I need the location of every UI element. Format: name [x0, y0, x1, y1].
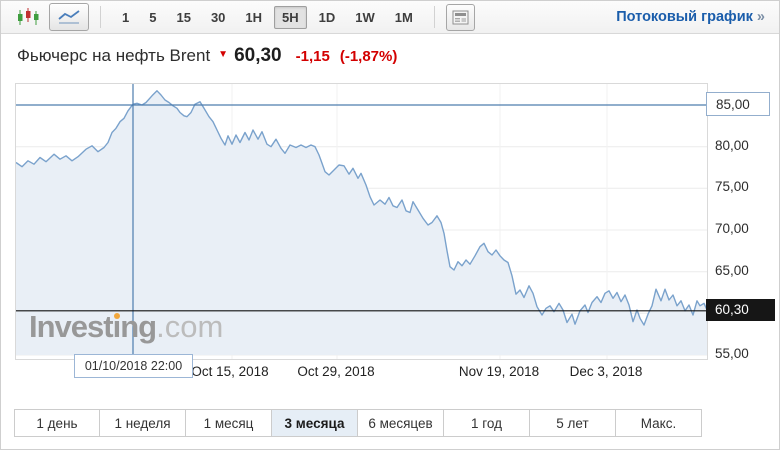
candlestick-chart-icon[interactable] — [17, 7, 40, 27]
line-chart-icon-button[interactable] — [49, 3, 89, 31]
interval-button-1D[interactable]: 1D — [318, 9, 336, 25]
double-chevron-icon: » — [756, 9, 765, 25]
price-change-percent: (-1,87%) — [339, 48, 398, 65]
range-button-1-месяц[interactable]: 1 месяц — [186, 409, 272, 437]
range-button-Макс.[interactable]: Макс. — [616, 409, 702, 437]
x-tick-label: Dec 3, 2018 — [569, 364, 643, 379]
range-button-1-день[interactable]: 1 день — [14, 409, 100, 437]
last-price: 60,30 — [234, 45, 282, 66]
crosshair-value-box: 85,00 — [706, 92, 770, 116]
line-chart-icon — [58, 10, 80, 24]
interval-button-30[interactable]: 30 — [210, 9, 226, 25]
range-button-3-месяца[interactable]: 3 месяца — [272, 409, 358, 437]
y-tick-label: 80,00 — [715, 137, 749, 153]
y-tick-label: 75,00 — [715, 179, 749, 195]
news-layout-icon — [452, 10, 469, 24]
x-tick-label: Nov 19, 2018 — [458, 364, 540, 379]
current-price-badge: 60,30 — [706, 299, 775, 321]
interval-button-1H[interactable]: 1H — [245, 9, 263, 25]
interval-button-15[interactable]: 15 — [176, 9, 191, 25]
interval-button-1M[interactable]: 1M — [394, 9, 413, 25]
streaming-chart-link[interactable]: Потоковый график» — [616, 9, 765, 25]
crosshair-date-tooltip: 01/10/2018 22:00 — [74, 354, 193, 378]
interval-button-5[interactable]: 5 — [149, 9, 157, 25]
range-button-1-неделя[interactable]: 1 неделя — [100, 409, 186, 437]
y-tick-label: 55,00 — [715, 345, 749, 361]
chart-toolbar: 1 5 15 30 1H 5H 1D 1W 1M Потоковый график» — [1, 1, 779, 34]
toolbar-separator — [433, 6, 435, 28]
range-button-5-лет[interactable]: 5 лет — [530, 409, 616, 437]
price-change: -1,15 — [295, 48, 330, 65]
range-buttons: 1 день 1 неделя 1 месяц 3 месяца 6 месяцев 1 … — [14, 409, 702, 437]
y-tick-label: 70,00 — [715, 220, 749, 236]
x-tick-label: Oct 15, 2018 — [191, 364, 269, 379]
range-button-1-год[interactable]: 1 год — [444, 409, 530, 437]
interval-button-5H[interactable]: 5H — [274, 5, 307, 29]
interval-button-1[interactable]: 1 — [122, 9, 130, 25]
y-tick-label: 65,00 — [715, 262, 749, 278]
investing-watermark: Investing.com — [29, 309, 224, 344]
range-button-6-месяцев[interactable]: 6 месяцев — [358, 409, 444, 437]
news-layout-icon-button[interactable] — [445, 3, 475, 31]
price-down-arrow-icon: ▼ — [218, 49, 229, 60]
interval-buttons: 1 5 15 30 1H 5H 1D 1W 1M — [112, 5, 423, 29]
interval-button-1W[interactable]: 1W — [355, 9, 375, 25]
price-plot-area[interactable] — [15, 83, 708, 360]
x-tick-label: Oct 29, 2018 — [297, 364, 375, 379]
toolbar-separator — [100, 6, 101, 28]
instrument-header: Фьючерс на нефть Brent ▼ 60,30 -1,15 (-1… — [17, 45, 397, 67]
instrument-title: Фьючерс на нефть Brent — [17, 46, 211, 65]
